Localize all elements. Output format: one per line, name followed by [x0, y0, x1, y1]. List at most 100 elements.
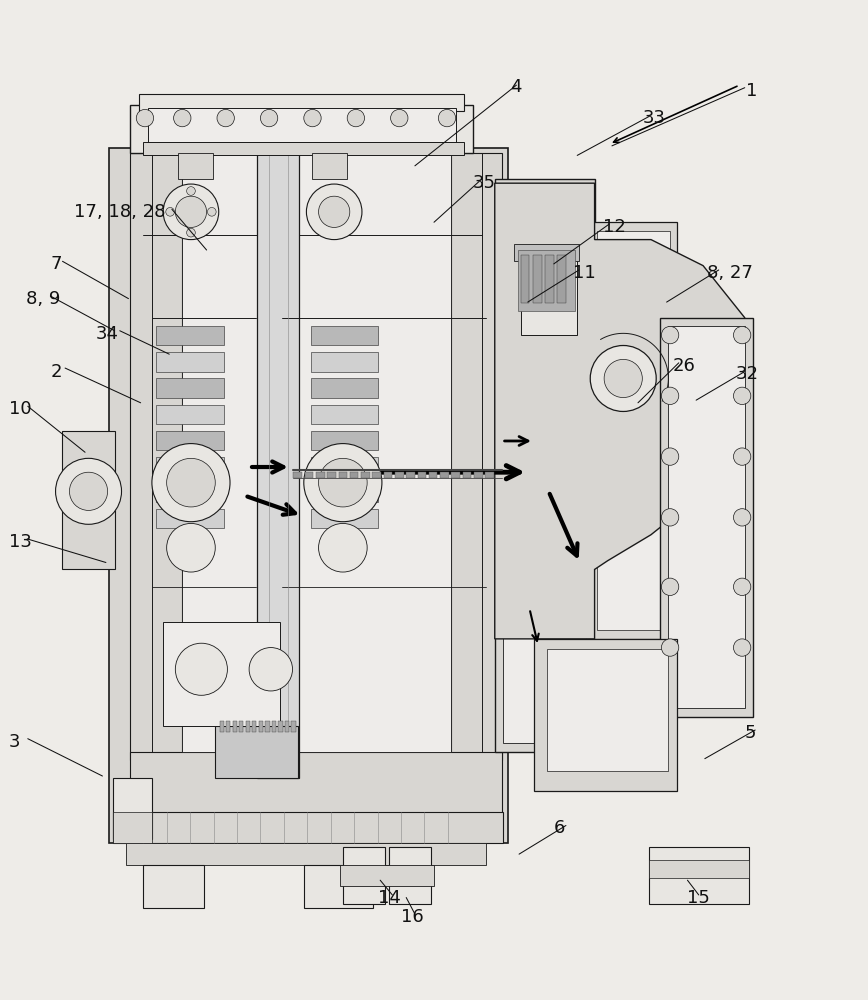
Circle shape [661, 509, 679, 526]
Bar [143, 865, 204, 908]
Bar [343, 847, 385, 904]
Bar [130, 752, 502, 839]
Bar [668, 326, 745, 708]
Bar [311, 378, 378, 398]
Circle shape [319, 523, 367, 572]
Bar [148, 108, 456, 142]
Text: 12: 12 [603, 218, 626, 236]
Bar [113, 812, 152, 843]
Bar [514, 244, 579, 261]
Circle shape [69, 472, 108, 510]
Bar [485, 472, 494, 478]
Bar [126, 843, 486, 865]
Bar [547, 649, 668, 771]
Circle shape [661, 326, 679, 344]
Bar [311, 352, 378, 372]
Text: 6: 6 [554, 819, 565, 837]
Bar [156, 405, 224, 424]
Bar [350, 472, 358, 478]
Bar [163, 622, 280, 726]
Bar [429, 472, 437, 478]
Bar [361, 472, 370, 478]
Bar [649, 847, 749, 904]
Text: 33: 33 [642, 109, 665, 127]
Circle shape [319, 196, 350, 227]
Bar [143, 142, 464, 155]
Circle shape [319, 458, 367, 507]
Text: 5: 5 [745, 724, 756, 742]
Circle shape [136, 109, 154, 127]
Circle shape [604, 359, 642, 398]
Circle shape [661, 639, 679, 656]
Bar [304, 865, 373, 908]
Bar [233, 721, 237, 732]
Bar [384, 472, 392, 478]
Circle shape [56, 458, 122, 524]
Bar [156, 378, 224, 398]
Circle shape [391, 109, 408, 127]
Bar [178, 153, 213, 179]
Text: 13: 13 [9, 533, 31, 551]
Circle shape [347, 109, 365, 127]
Text: 32: 32 [736, 365, 759, 383]
Circle shape [661, 448, 679, 465]
Text: 3: 3 [9, 733, 20, 751]
Text: 1: 1 [746, 82, 758, 100]
Bar [327, 472, 336, 478]
Bar [311, 457, 378, 476]
Bar [293, 472, 302, 478]
Bar [389, 847, 431, 904]
Bar [533, 255, 542, 303]
Circle shape [306, 184, 362, 240]
Bar [156, 457, 224, 476]
Bar [130, 153, 182, 760]
Bar [463, 472, 471, 478]
Circle shape [661, 578, 679, 595]
Bar [156, 509, 224, 528]
Bar [156, 326, 224, 345]
Bar [130, 105, 473, 153]
Bar [246, 721, 250, 732]
Circle shape [187, 187, 195, 195]
Circle shape [590, 345, 656, 411]
Bar [266, 721, 269, 732]
Circle shape [304, 444, 382, 522]
Circle shape [175, 643, 227, 695]
Bar [451, 472, 460, 478]
Circle shape [217, 109, 234, 127]
Bar [156, 483, 224, 502]
Bar [534, 639, 677, 791]
Bar [226, 721, 231, 732]
Bar [312, 153, 347, 179]
Bar [182, 153, 451, 752]
Circle shape [733, 448, 751, 465]
Bar [545, 255, 554, 303]
Circle shape [733, 326, 751, 344]
Bar [285, 721, 289, 732]
Circle shape [174, 109, 191, 127]
Text: 11: 11 [573, 264, 595, 282]
Bar [220, 721, 224, 732]
Text: 2: 2 [50, 363, 62, 381]
Bar [311, 405, 378, 424]
Circle shape [260, 109, 278, 127]
Circle shape [733, 387, 751, 405]
Bar [372, 472, 381, 478]
Bar [406, 472, 415, 478]
Circle shape [152, 444, 230, 522]
Circle shape [733, 509, 751, 526]
Bar [311, 483, 378, 502]
Bar [518, 250, 575, 311]
Bar [113, 812, 503, 843]
Bar [451, 153, 502, 760]
Text: 35: 35 [473, 174, 496, 192]
Bar [311, 431, 378, 450]
Circle shape [207, 207, 216, 216]
Circle shape [249, 648, 293, 691]
Text: 16: 16 [401, 908, 424, 926]
Bar [311, 326, 378, 345]
Circle shape [661, 387, 679, 405]
Bar [257, 153, 299, 778]
Circle shape [438, 109, 456, 127]
Bar [108, 148, 508, 843]
